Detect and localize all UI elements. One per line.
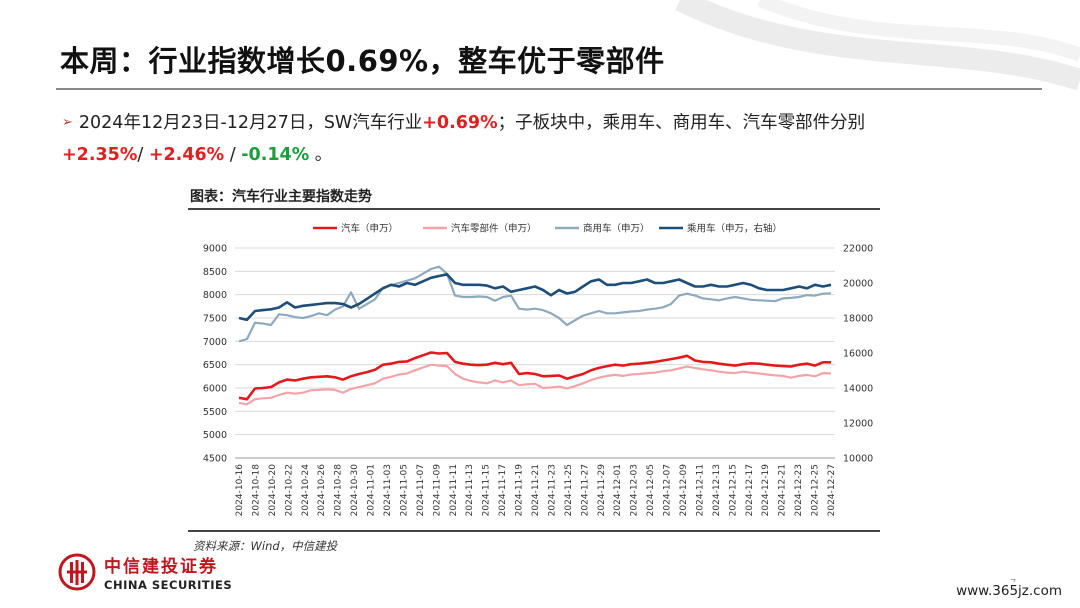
x-tick-label: 2024-11-05 — [399, 464, 409, 516]
x-tick-label: 2024-11-21 — [531, 464, 541, 516]
bullet-arrow-icon: ➢ — [62, 115, 73, 130]
legend-label: 汽车（申万） — [341, 223, 398, 235]
x-tick-label: 2024-10-16 — [235, 464, 245, 517]
x-tick-label: 2024-10-26 — [317, 464, 327, 517]
y-left-tick-label: 5500 — [203, 407, 227, 418]
x-tick-label: 2024-10-20 — [268, 464, 278, 517]
y-right-tick-label: 10000 — [843, 454, 873, 465]
x-tick-label: 2024-11-29 — [597, 464, 607, 517]
x-tick-label: 2024-12-13 — [712, 464, 722, 516]
y-right-tick-label: 20000 — [843, 279, 873, 290]
x-tick-label: 2024-11-23 — [547, 464, 557, 516]
x-tick-label: 2024-12-21 — [778, 464, 788, 516]
series-line — [238, 363, 832, 406]
passenger-change: +2.35% — [62, 145, 138, 165]
x-tick-label: 2024-12-19 — [761, 464, 771, 517]
x-tick-label: 2024-11-15 — [482, 464, 492, 516]
series-line — [238, 351, 831, 401]
watermark: www.365jz.com — [952, 582, 1066, 600]
series-line — [238, 272, 832, 322]
y-left-tick-label: 8000 — [203, 290, 227, 301]
x-tick-label: 2024-12-17 — [745, 464, 755, 516]
y-left-tick-label: 4500 — [203, 454, 227, 465]
figure-title: 图表：汽车行业主要指数走势 — [190, 189, 372, 205]
x-tick-label: 2024-11-27 — [580, 464, 590, 516]
y-right-tick-label: 14000 — [843, 384, 873, 395]
x-tick-label: 2024-12-11 — [695, 464, 705, 516]
y-right-tick-label: 22000 — [843, 244, 873, 255]
x-tick-label: 2024-11-03 — [383, 464, 393, 516]
x-tick-label: 2024-12-15 — [728, 464, 738, 516]
x-tick-label: 2024-11-11 — [449, 464, 459, 516]
summary-text-2: ；子板块中，乘用车、商用车、汽车零部件分别 — [497, 113, 866, 133]
y-left-tick-label: 7000 — [203, 337, 227, 348]
x-tick-label: 2024-12-23 — [794, 464, 804, 516]
y-left-tick-label: 5000 — [203, 430, 227, 441]
figure-bottom-rule — [188, 530, 880, 532]
industry-change: +0.69% — [422, 113, 498, 133]
parts-change: -0.14% — [241, 145, 310, 165]
legend-label: 汽车零部件（申万） — [451, 223, 537, 235]
title-divider — [56, 88, 1042, 90]
x-tick-label: 2024-12-01 — [613, 464, 623, 516]
figure-top-rule — [188, 208, 880, 210]
x-tick-label: 2024-10-30 — [350, 464, 360, 517]
x-tick-label: 2024-11-01 — [367, 464, 377, 516]
y-left-tick-label: 7500 — [203, 314, 227, 325]
x-tick-label: 2024-10-22 — [284, 464, 294, 516]
y-left-tick-label: 6000 — [203, 384, 227, 395]
x-tick-label: 2024-12-07 — [663, 464, 673, 516]
figure-source: 资料来源：Wind，中信建投 — [193, 539, 338, 553]
index-trend-chart: 4500 5000 5500 6000 6500 7000 7500 8000 8500 9000… — [203, 223, 873, 517]
x-tick-label: 2024-12-05 — [646, 464, 656, 516]
y-right-tick-label: 16000 — [843, 349, 873, 360]
x-tick-label: 2024-11-09 — [432, 464, 442, 517]
y-right-tick-label: 18000 — [843, 314, 873, 325]
y-left-tick-label: 6500 — [203, 360, 227, 371]
x-tick-label: 2024-11-07 — [416, 464, 426, 516]
separator-2: / — [224, 145, 242, 165]
x-tick-label: 2024-12-03 — [630, 464, 640, 516]
summary-bullet: ➢ 2024年12月23日-12月27日，SW汽车行业+0.69%；子板块中，乘用… — [62, 108, 1022, 170]
summary-text-1: 2024年12月23日-12月27日，SW汽车行业 — [78, 113, 423, 133]
y-right-tick-label: 12000 — [843, 419, 873, 430]
brand-name-en: CHINA SECURITIES — [104, 578, 233, 592]
brand-logo: 中信建投证券 CHINA SECURITIES — [58, 552, 232, 592]
y-left-tick-label: 8500 — [203, 267, 227, 278]
x-tick-label: 2024-10-18 — [251, 464, 261, 517]
brand-name-cn: 中信建投证券 — [104, 557, 218, 577]
series-line — [238, 265, 832, 343]
x-tick-label: 2024-12-27 — [827, 464, 837, 516]
x-tick-label: 2024-12-25 — [811, 464, 821, 516]
x-tick-label: 2024-11-25 — [564, 464, 574, 516]
separator-1: / — [137, 145, 149, 165]
x-tick-label: 2024-10-28 — [334, 464, 344, 517]
commercial-change: +2.46% — [148, 145, 225, 165]
x-tick-label: 2024-12-09 — [679, 464, 689, 517]
page-title: 本周：行业指数增长0.69%，整车优于零部件 — [60, 44, 665, 78]
legend-label: 商用车（申万） — [583, 223, 650, 235]
y-left-tick-label: 9000 — [203, 244, 227, 255]
citic-emblem-icon — [58, 553, 96, 591]
x-tick-label: 2024-10-24 — [301, 464, 311, 517]
x-tick-label: 2024-11-17 — [498, 464, 508, 516]
legend-label: 乘用车（申万，右轴） — [687, 223, 782, 235]
x-tick-label: 2024-11-19 — [515, 464, 525, 517]
x-tick-label: 2024-11-13 — [465, 464, 475, 516]
summary-end: 。 — [309, 145, 333, 165]
